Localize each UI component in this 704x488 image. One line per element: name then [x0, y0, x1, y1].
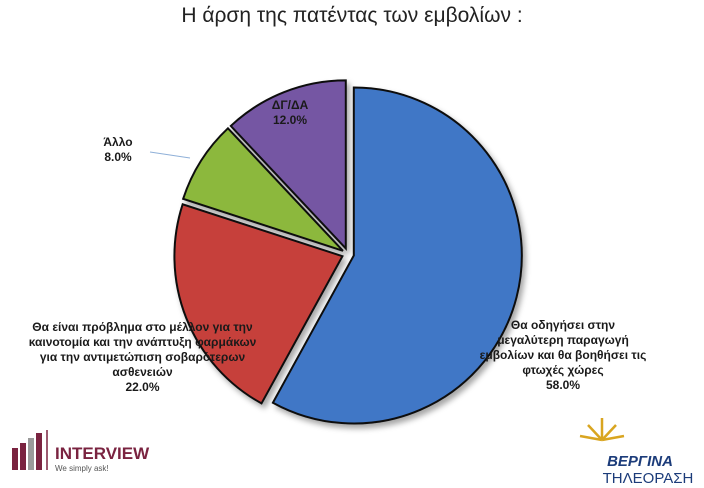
slice-label: ΔΓ/ΔΑ 12.0% — [250, 98, 330, 128]
slice-label: Θα οδηγήσει στην μεγαλύτερη παραγωγή εμβ… — [478, 318, 648, 393]
slice-percent: 22.0% — [125, 380, 160, 394]
pie-slice — [229, 79, 347, 251]
interview-tagline: We simply ask! — [55, 464, 109, 473]
slice-category: ΔΓ/ΔΑ — [271, 98, 309, 112]
slice-percent: 12.0% — [272, 113, 308, 127]
pie-slice — [271, 86, 523, 425]
leader-line — [149, 151, 191, 159]
vergina-sub: ΤΗΛΕΟΡΑΣΗ — [603, 470, 694, 487]
slice-category: Θα είναι πρόβλημα στο μέλλον για την και… — [28, 320, 257, 379]
interview-name: INTERVIEW — [55, 444, 150, 463]
pie-slice — [181, 126, 344, 252]
slice-category: Άλλο — [103, 135, 133, 149]
pie-slice — [173, 203, 344, 405]
slice-category: Θα οδηγήσει στην μεγαλύτερη παραγωγή εμβ… — [479, 318, 647, 377]
interview-logo: INTERVIEW We simply ask! — [12, 430, 150, 473]
pie — [173, 79, 523, 425]
slice-percent: 58.0% — [545, 378, 581, 392]
vergina-logo — [579, 418, 625, 442]
slice-percent: 8.0% — [104, 150, 132, 164]
slice-label: Άλλο 8.0% — [88, 135, 148, 165]
vergina-name: ΒΕΡΓΙΝΑ — [607, 453, 673, 470]
chart-title: Η άρση της πατέντας των εμβολίων : — [181, 4, 523, 27]
slice-label: Θα είναι πρόβλημα στο μέλλον για την και… — [20, 320, 265, 395]
